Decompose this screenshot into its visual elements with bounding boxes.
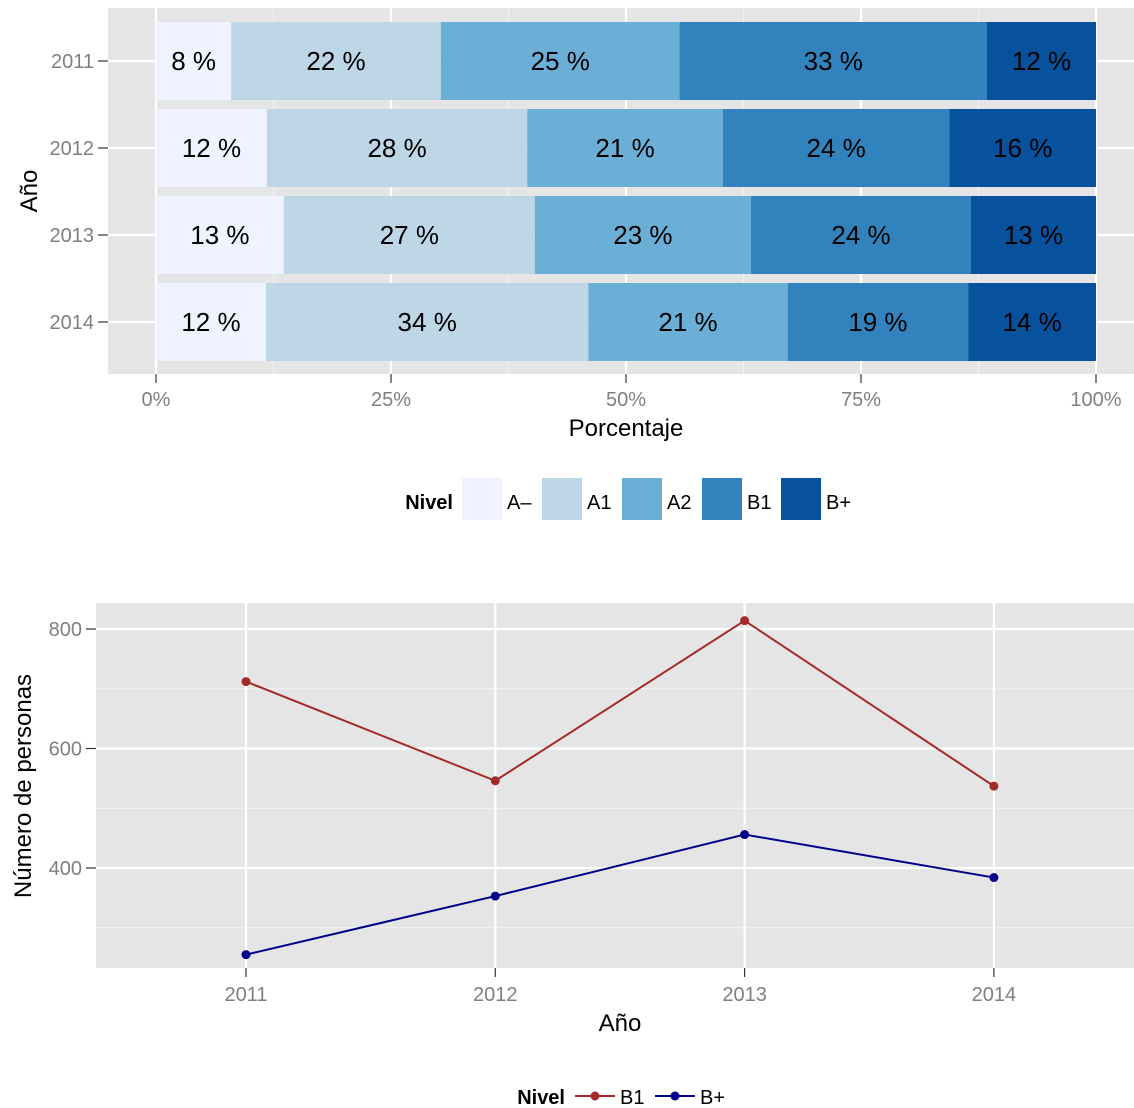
line-legend-label: B1 xyxy=(620,1087,644,1108)
line-point xyxy=(490,776,500,786)
line-series xyxy=(241,616,999,960)
bar-segment xyxy=(156,196,284,274)
bar-segment xyxy=(968,283,1096,361)
line-point xyxy=(740,830,750,840)
line-x-tick-label: 2011 xyxy=(224,984,267,1006)
line-chart: 400 600 800 2011 2012 2013 2014 Año Número de… xyxy=(10,603,1134,1108)
bar-x-tick-label: 75% xyxy=(841,389,881,411)
bar-y-tick-label: 2014 xyxy=(50,312,95,334)
bar-data-label: 27 % xyxy=(380,220,439,250)
line-series-path xyxy=(245,833,995,956)
line-x-axis-title: Año xyxy=(599,1010,642,1037)
line-legend-key-point xyxy=(670,1091,680,1101)
line-x-tick-label: 2013 xyxy=(722,984,767,1006)
bar-data-label: 12 % xyxy=(181,307,240,337)
bar-legend-key xyxy=(702,478,742,520)
bar-x-axis-title: Porcentaje xyxy=(569,415,684,442)
stacked-bar-chart: 8 % 22 % 25 % 33 % 12 % 12 % 28 % 21 % 24 % 16 % 1… xyxy=(16,8,1134,520)
bar-segments xyxy=(156,22,1096,361)
bar-y-axis-title: Año xyxy=(16,170,43,213)
bar-data-label: 14 % xyxy=(1002,307,1061,337)
line-y-tick-label: 800 xyxy=(49,619,82,641)
bar-data-labels: 8 % 22 % 25 % 33 % 12 % 12 % 28 % 21 % 24 % 16 % 1… xyxy=(171,46,1071,337)
line-legend: Nivel B1 B+ xyxy=(517,1087,725,1108)
line-legend-key-point xyxy=(590,1091,600,1101)
bar-y-tick-label: 2012 xyxy=(50,138,95,160)
bar-legend-key xyxy=(462,478,502,520)
bar-x-tick-label: 50% xyxy=(606,389,646,411)
bar-x-tick-label: 25% xyxy=(371,389,411,411)
line-plot-panel xyxy=(96,603,1134,968)
bar-data-label: 24 % xyxy=(831,220,890,250)
bar-segment xyxy=(949,109,1096,187)
bar-legend-label: A2 xyxy=(667,492,691,514)
bar-segment xyxy=(722,109,950,187)
bar-x-axis: 0% 25% 50% 75% 100% xyxy=(142,374,1122,411)
bar-data-label: 21 % xyxy=(658,307,717,337)
bar-legend-label: A1 xyxy=(587,492,611,514)
line-y-axis-title: Número de personas xyxy=(10,674,37,898)
bar-data-label: 34 % xyxy=(398,307,457,337)
line-point xyxy=(241,950,251,960)
bar-data-label: 13 % xyxy=(190,220,249,250)
line-legend-title: Nivel xyxy=(517,1087,565,1108)
bar-legend: Nivel A– A1 A2 B1 B+ xyxy=(405,478,851,520)
bar-y-axis: 2011 2012 2013 2014 xyxy=(50,51,108,334)
bar-data-label: 21 % xyxy=(595,133,654,163)
bar-legend-label: B+ xyxy=(826,492,851,514)
bar-data-label: 22 % xyxy=(306,46,365,76)
bar-data-label: 8 % xyxy=(171,46,216,76)
bar-y-tick-label: 2013 xyxy=(50,225,95,247)
bar-segment xyxy=(156,283,266,361)
bar-legend-key xyxy=(622,478,662,520)
bar-data-label: 12 % xyxy=(1012,46,1071,76)
bar-segment xyxy=(231,22,441,100)
bar-data-label: 12 % xyxy=(182,133,241,163)
line-point xyxy=(241,677,251,687)
line-point xyxy=(989,781,999,791)
line-point xyxy=(490,891,500,901)
bar-segment xyxy=(986,22,1096,100)
bar-legend-title: Nivel xyxy=(405,492,453,514)
bar-segment xyxy=(588,283,788,361)
bar-legend-label: B1 xyxy=(747,492,771,514)
line-x-axis: 2011 2012 2013 2014 xyxy=(224,968,1016,1006)
bar-x-tick-label: 0% xyxy=(142,389,171,411)
bar-segment xyxy=(265,283,589,361)
bar-legend-label: A– xyxy=(507,492,532,514)
line-y-axis: 400 600 800 xyxy=(49,619,96,880)
line-point xyxy=(989,873,999,883)
bar-data-label: 23 % xyxy=(613,220,672,250)
bar-data-label: 13 % xyxy=(1004,220,1063,250)
line-point xyxy=(740,616,750,626)
bar-y-tick-label: 2011 xyxy=(51,51,94,73)
bar-segment xyxy=(679,22,987,100)
bar-segment xyxy=(156,109,267,187)
bar-segment xyxy=(156,22,232,100)
bar-data-label: 24 % xyxy=(806,133,865,163)
bar-data-label: 33 % xyxy=(804,46,863,76)
bar-data-label: 28 % xyxy=(367,133,426,163)
bar-segment xyxy=(266,109,528,187)
bar-segment xyxy=(440,22,680,100)
line-x-tick-label: 2012 xyxy=(473,984,518,1006)
bar-segment xyxy=(970,196,1096,274)
bar-segment xyxy=(534,196,752,274)
bar-segment xyxy=(283,196,535,274)
bar-legend-key xyxy=(542,478,582,520)
bar-data-label: 16 % xyxy=(993,133,1052,163)
bar-data-label: 25 % xyxy=(531,46,590,76)
line-x-tick-label: 2014 xyxy=(972,984,1017,1006)
bar-segment xyxy=(787,283,969,361)
bar-x-tick-label: 100% xyxy=(1070,389,1121,411)
line-y-tick-label: 400 xyxy=(49,858,82,880)
line-legend-label: B+ xyxy=(700,1087,725,1108)
bar-data-label: 19 % xyxy=(848,307,907,337)
line-y-tick-label: 600 xyxy=(49,739,82,761)
bar-legend-key xyxy=(781,478,821,520)
bar-segment xyxy=(527,109,723,187)
line-series-path xyxy=(245,619,995,787)
bar-segment xyxy=(751,196,971,274)
